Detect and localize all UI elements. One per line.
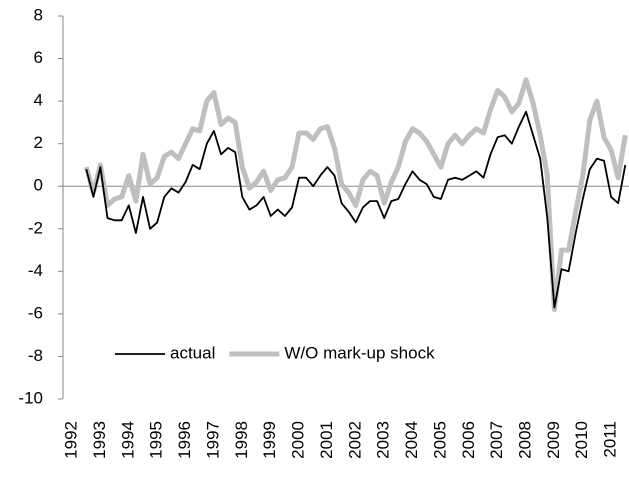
x-tick-label: 2007 <box>487 421 506 459</box>
x-tick-label: 2004 <box>402 421 421 459</box>
y-tick-label: -2 <box>28 218 43 237</box>
x-tick-label: 2006 <box>459 421 478 459</box>
x-tick-label: 2002 <box>345 421 364 459</box>
x-tick-label: 1999 <box>260 421 279 459</box>
x-tick-label: 1996 <box>175 421 194 459</box>
x-tick-label: 2001 <box>317 421 336 459</box>
series-line <box>85 110 627 309</box>
y-tick-label: 2 <box>34 133 43 152</box>
y-tick-label: -8 <box>28 346 43 365</box>
y-tick-label: -10 <box>18 388 43 407</box>
y-tick-label: 8 <box>34 5 43 24</box>
x-tick-label: 1995 <box>147 421 166 459</box>
x-tick-label: 1993 <box>90 421 109 459</box>
x-tick-label: 2000 <box>289 421 308 459</box>
x-tick-label: 2009 <box>544 421 563 459</box>
legend-label: actual <box>170 343 215 362</box>
y-tick-label: -4 <box>28 261 43 280</box>
x-tick-label: 2003 <box>374 421 393 459</box>
x-tick-label: 1998 <box>232 421 251 459</box>
y-tick-label: 6 <box>34 48 43 67</box>
x-tick-label: 2005 <box>430 421 449 459</box>
y-tick-label: -6 <box>28 303 43 322</box>
y-tick-label: 0 <box>34 176 43 195</box>
series-line <box>83 77 628 313</box>
x-tick-label: 1992 <box>62 421 81 459</box>
x-tick-label: 1997 <box>203 421 222 459</box>
y-tick-label: 4 <box>34 91 43 110</box>
x-tick-label: 2008 <box>515 421 534 459</box>
legend-label: W/O mark-up shock <box>284 343 435 362</box>
x-tick-label: 1994 <box>118 421 137 459</box>
x-tick-label: 2010 <box>572 421 591 459</box>
x-tick-label: 2011 <box>601 421 620 458</box>
